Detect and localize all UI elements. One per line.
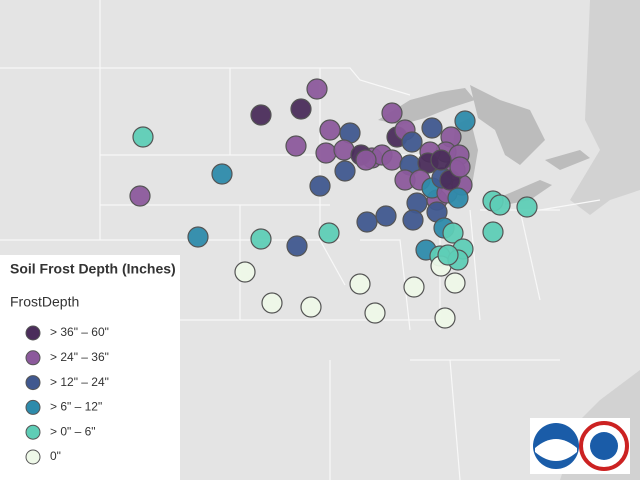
station (211, 163, 233, 185)
legend-label: > 36" – 60" (50, 325, 109, 339)
station (129, 185, 151, 207)
station (318, 222, 340, 244)
station (132, 126, 154, 148)
station (187, 226, 209, 248)
station (300, 296, 322, 318)
legend-label: > 6" – 12" (50, 400, 102, 414)
stations (129, 78, 538, 329)
nws-logo-center (590, 432, 618, 460)
station (334, 160, 356, 182)
station (444, 272, 466, 294)
legend-title: Soil Frost Depth (Inches) (10, 261, 176, 277)
station (349, 273, 371, 295)
station (482, 221, 504, 243)
station (401, 131, 423, 153)
station (375, 205, 397, 227)
legend-swatch (25, 449, 41, 465)
legend-swatch (25, 375, 41, 391)
station (430, 149, 452, 171)
station (437, 244, 459, 266)
legend-swatch (25, 350, 41, 366)
legend-label: > 12" – 24" (50, 375, 109, 389)
legend-swatch (25, 424, 41, 440)
station (261, 292, 283, 314)
agency-logos (530, 418, 630, 474)
station (356, 211, 378, 233)
legend-items: > 36" – 60" > 24" – 36" > 12" – 24" > 6" – … (25, 325, 109, 465)
station (403, 276, 425, 298)
station (381, 102, 403, 124)
station (290, 98, 312, 120)
legend-panel: Soil Frost Depth (Inches) FrostDepth > 3… (0, 255, 180, 480)
legend-label: > 24" – 36" (50, 350, 109, 364)
station (516, 196, 538, 218)
station (434, 307, 456, 329)
noaa-logo-wave (535, 439, 577, 461)
legend-label: 0" (50, 449, 61, 463)
station (250, 228, 272, 250)
station (447, 187, 469, 209)
ocean (570, 0, 640, 215)
station (306, 78, 328, 100)
station (489, 194, 511, 216)
station (421, 117, 443, 139)
station (454, 110, 476, 132)
station (309, 175, 331, 197)
station (442, 222, 464, 244)
station (285, 135, 307, 157)
station (364, 302, 386, 324)
station (250, 104, 272, 126)
legend-field: FrostDepth (10, 294, 79, 310)
station (402, 209, 424, 231)
station (286, 235, 308, 257)
station (319, 119, 341, 141)
station (449, 156, 471, 178)
station (315, 142, 337, 164)
legend-swatch (25, 325, 41, 341)
station (234, 261, 256, 283)
legend-label: > 0" – 6" (50, 424, 96, 438)
station (355, 149, 377, 171)
station (381, 149, 403, 171)
legend-swatch (25, 399, 41, 415)
legend-background (0, 255, 180, 480)
